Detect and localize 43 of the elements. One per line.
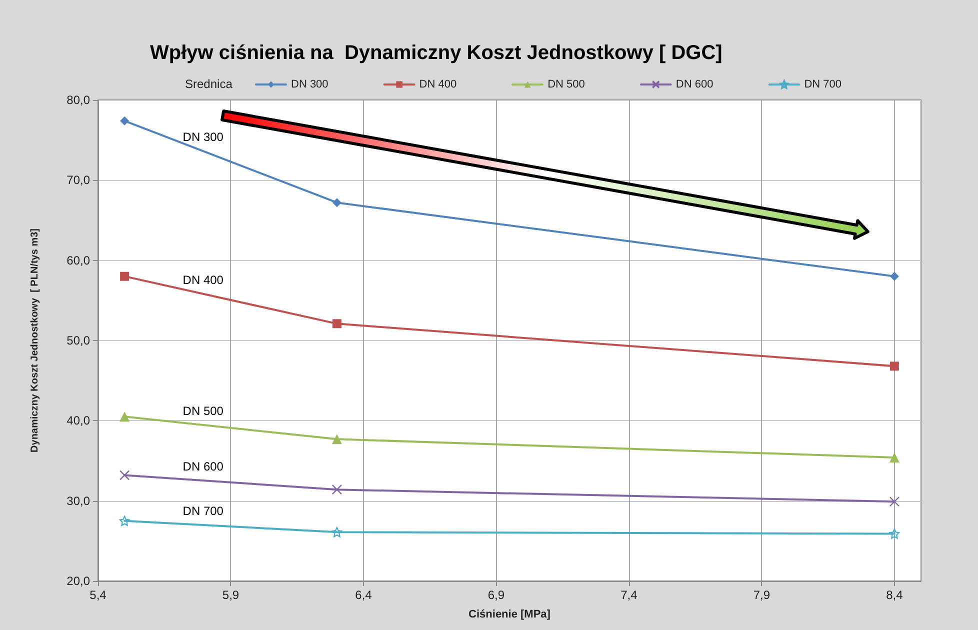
- point: [889, 452, 900, 463]
- annotation: DN 600: [182, 460, 224, 474]
- y-axis-title: Dynamiczny Koszt Jednostkowy [ PLN/tys m3]: [30, 228, 40, 452]
- point: [890, 272, 899, 281]
- y-tick-label: 50,0: [66, 334, 90, 348]
- y-tick-label: 80,0: [66, 93, 90, 107]
- annotation: DN 700: [182, 504, 224, 518]
- annotation: DN 300: [182, 130, 224, 144]
- point: [120, 412, 130, 422]
- x-tick-label: 7,9: [753, 588, 770, 602]
- x-tick-label: 5,9: [222, 588, 240, 602]
- point: [119, 516, 130, 526]
- point: [120, 116, 130, 126]
- point: [120, 272, 130, 281]
- y-tick-label: 60,0: [66, 253, 90, 268]
- annotation: DN 400: [182, 272, 224, 287]
- point: [889, 496, 900, 507]
- legend-label: DN 500: [548, 78, 585, 90]
- point: [332, 484, 342, 495]
- y-tick-label: 20,0: [66, 574, 90, 588]
- legend-label: DN 600: [676, 78, 714, 90]
- y-tick-label: 30,0: [66, 494, 90, 508]
- x-tick-label: 5,4: [90, 588, 107, 602]
- x-tick-label: 6,9: [488, 588, 505, 602]
- x-tick-label: 7,4: [620, 588, 638, 602]
- y-tick-label: 70,0: [66, 173, 90, 188]
- x-tick-label: 8,4: [886, 588, 904, 602]
- point: [889, 528, 900, 539]
- annotation: DN 500: [182, 404, 224, 418]
- x-tick-label: 6,4: [355, 588, 372, 602]
- point: [119, 470, 130, 480]
- point: [332, 319, 342, 328]
- point: [890, 362, 899, 371]
- legend-label: DN 300: [291, 78, 328, 90]
- legend-label: DN 700: [804, 78, 842, 90]
- chart-title: Wpływ ciśnienia na Dynamiczny Koszt Jednostkowy [ DGC]: [150, 42, 722, 64]
- y-tick-label: 40,0: [66, 414, 90, 428]
- legend-label: DN 400: [419, 78, 457, 90]
- point: [332, 198, 342, 208]
- point: [332, 527, 342, 538]
- x-axis-title: Ciśnienie [MPa]: [468, 608, 551, 620]
- point: [332, 434, 342, 444]
- legend-title: Srednica: [185, 77, 233, 91]
